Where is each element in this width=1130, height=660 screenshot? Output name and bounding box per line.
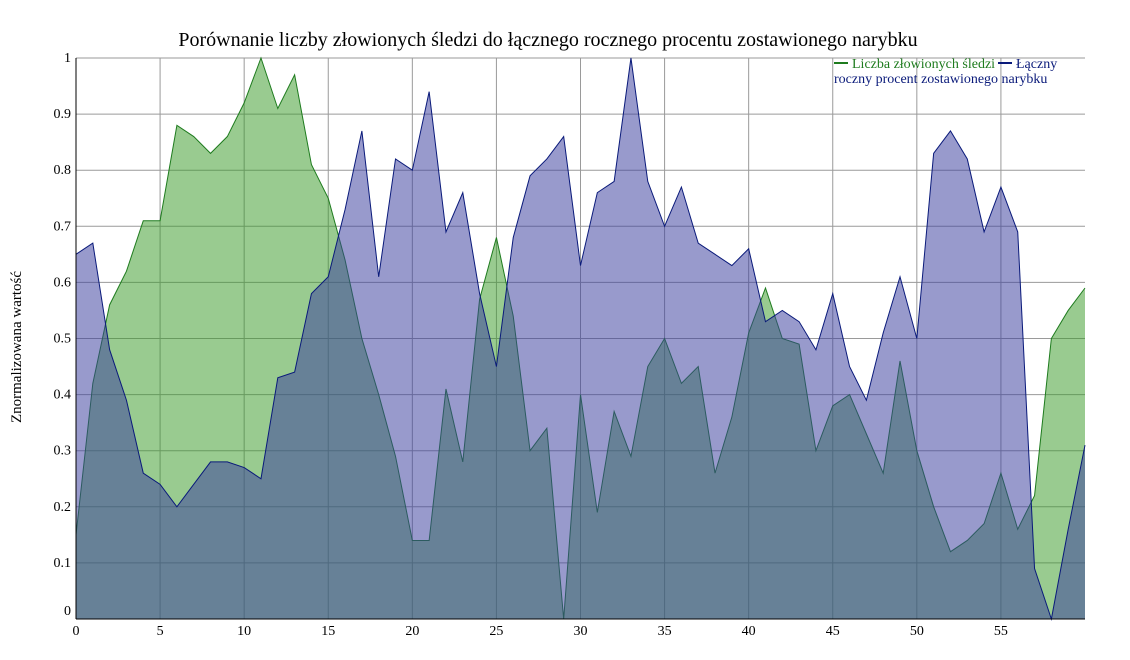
areas [75,56,1086,621]
x-tick-label: 50 [910,624,924,639]
y-tick-label: 0.6 [54,275,72,290]
legend-label-series-2-line-1: Łączny [1016,57,1057,72]
y-tick-label: 0.1 [54,556,72,571]
x-tick-label: 30 [574,624,588,639]
legend-label-series-2: Łączny roczny procent zostawionego naryb… [834,57,1061,87]
y-tick-label: 0.9 [54,107,72,122]
x-tick-label: 40 [742,624,756,639]
x-tick-label: 35 [658,624,672,639]
y-tick-label: 0.4 [54,388,72,403]
y-tick-label: 0.8 [54,163,72,178]
area-series-2 [76,58,1085,619]
y-tick-label: 0.7 [54,219,72,234]
y-tick-label: 1 [64,51,71,66]
line-series-2 [75,57,1086,621]
x-tick-label: 10 [237,624,251,639]
x-tick-label: 45 [826,624,840,639]
legend-label-series-1: Liczba złowionych śledzi [852,57,995,72]
y-tick-label: 0.3 [54,444,72,459]
axes [75,58,1085,620]
y-tick-label: 0.2 [54,500,72,515]
y-tick-label: 0 [64,604,71,619]
x-tick-label: 20 [405,624,419,639]
x-tick-label: 15 [321,624,335,639]
legend: Liczba złowionych śledzi Łączny roczny p… [834,57,1061,87]
x-tick-label: 5 [157,624,164,639]
x-tick-label: 55 [994,624,1008,639]
x-tick-label: 25 [489,624,503,639]
x-tick-label: 0 [73,624,80,639]
chart-title: Porównanie liczby złowionych śledzi do ł… [178,29,917,51]
y-axis-label: Znormalizowana wartość [9,271,25,423]
y-tick-label: 0.5 [54,332,72,347]
legend-label-series-2-line-2: roczny procent zostawionego narybku [834,72,1047,87]
ticks: 0 5 10 15 20 25 30 35 40 45 50 55 0 0.1 0.2 0.3 0.4 0.5 0.… [54,51,1008,639]
